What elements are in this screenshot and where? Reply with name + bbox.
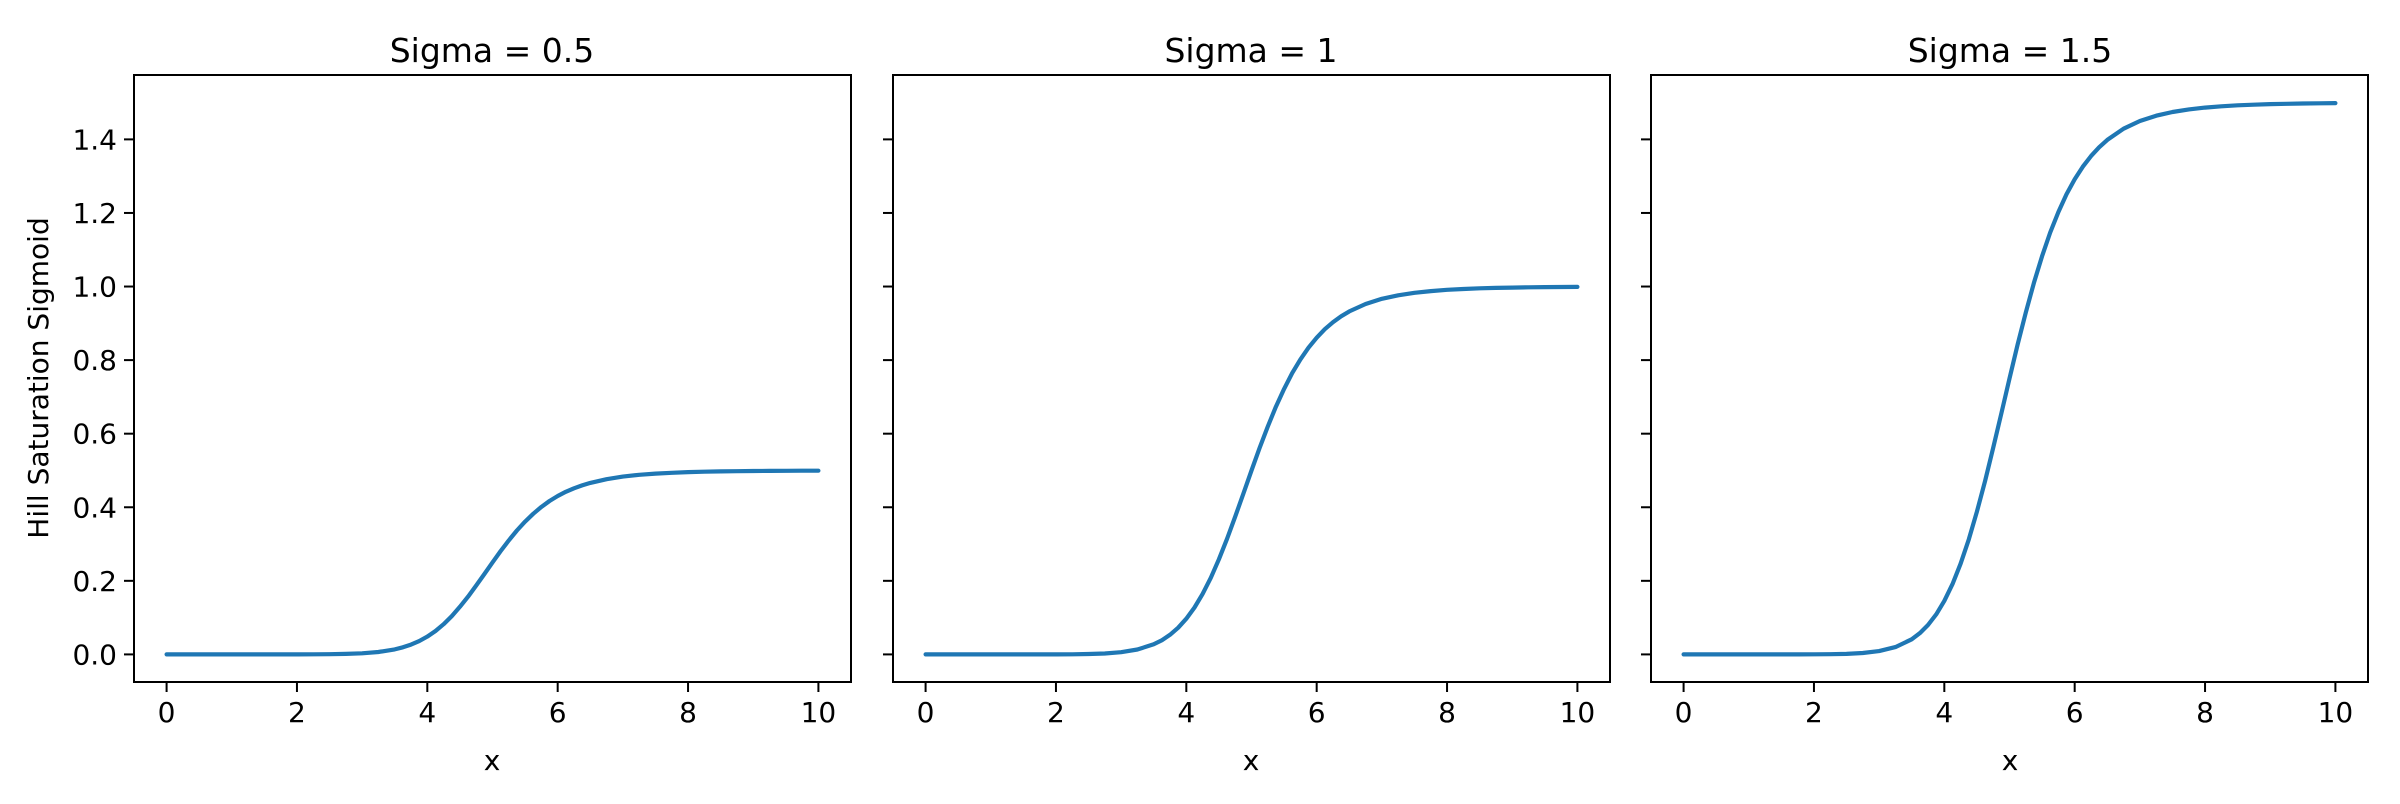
subplots-group: 0 2 4 6 8 10 0.0 0.2 0.4 0.6 0.8 1.0 1.2 1.4 0 2 4 6 8 10 0 2…	[72, 74, 2369, 729]
sigmoid-curve	[164, 468, 821, 657]
subplot-1-title: Sigma = 0.5	[390, 31, 595, 70]
sigmoid-curve	[923, 284, 1580, 657]
x-tick-label: 0	[158, 696, 176, 729]
subplot-2-xlabel: x	[1243, 744, 1260, 777]
subplot-2-title: Sigma = 1	[1164, 31, 1337, 70]
x-tick-label: 4	[418, 696, 436, 729]
subplot-2: 0 2 4 6 8 10	[883, 74, 1611, 729]
y-tick-label: 1.0	[72, 271, 117, 304]
x-tick-label: 6	[1308, 696, 1326, 729]
axes-frame	[892, 74, 1611, 683]
axes-frame	[133, 74, 852, 683]
y-tick-label: 1.2	[72, 197, 117, 230]
y-axis-label: Hill Saturation Sigmoid	[22, 217, 55, 538]
subplot-3-title: Sigma = 1.5	[1908, 31, 2113, 70]
subplot-1: 0 2 4 6 8 10 0.0 0.2 0.4 0.6 0.8 1.0 1.2 1.4	[72, 74, 852, 729]
y-tick-label: 0.6	[72, 418, 117, 451]
x-tick-label: 10	[1560, 696, 1596, 729]
x-tick-label: 4	[1935, 696, 1953, 729]
x-tick-label: 8	[2196, 696, 2214, 729]
y-tick-label: 0.2	[72, 565, 117, 598]
sigmoid-curve	[1681, 100, 2338, 657]
x-tick-label: 0	[917, 696, 935, 729]
subplot-3-xlabel: x	[2002, 744, 2019, 777]
x-tick-label: 8	[679, 696, 697, 729]
x-tick-label: 8	[1438, 696, 1456, 729]
y-tick-label: 0.4	[72, 491, 117, 524]
x-tick-label: 6	[2066, 696, 2084, 729]
x-tick-label: 6	[549, 696, 567, 729]
y-tick-label: 0.0	[72, 638, 117, 671]
subplot-1-xlabel: x	[484, 744, 501, 777]
subplot-3: 0 2 4 6 8 10	[1641, 74, 2369, 729]
axes-frame	[1650, 74, 2369, 683]
x-tick-label: 10	[801, 696, 837, 729]
x-tick-label: 2	[1047, 696, 1065, 729]
x-tick-label: 2	[288, 696, 306, 729]
x-tick-label: 2	[1805, 696, 1823, 729]
x-tick-label: 10	[2318, 696, 2354, 729]
y-tick-label: 1.4	[72, 123, 117, 156]
x-tick-label: 0	[1675, 696, 1693, 729]
y-tick-label: 0.8	[72, 344, 117, 377]
x-tick-label: 4	[1177, 696, 1195, 729]
